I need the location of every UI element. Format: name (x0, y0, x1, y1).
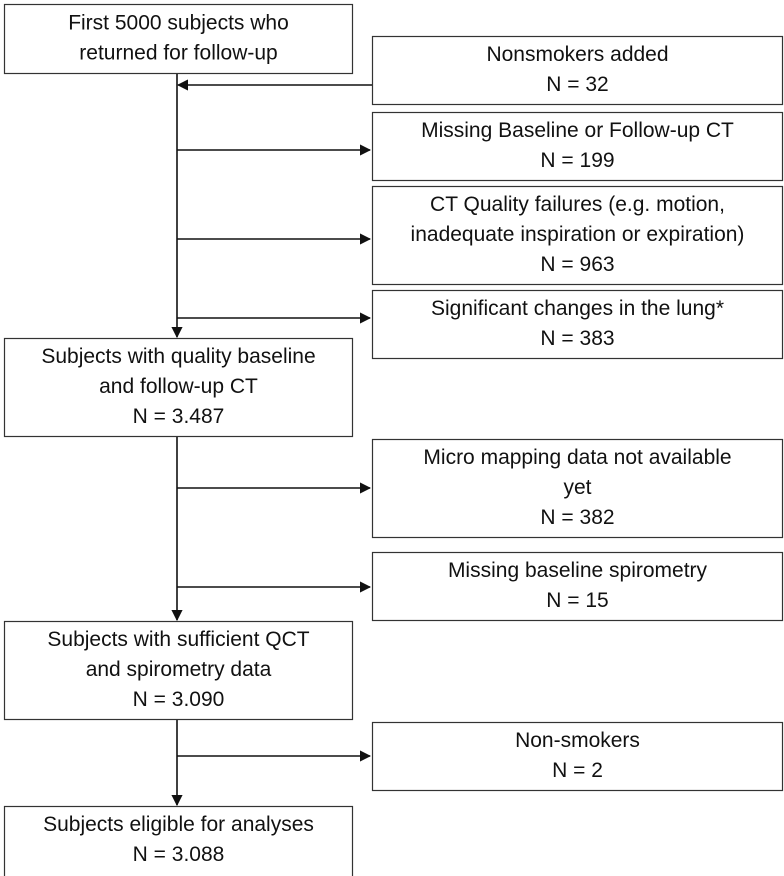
box-border (371, 438, 784, 539)
box-text: inadequate inspiration or expiration) (411, 223, 745, 246)
box-border (371, 111, 784, 182)
flow-box: Subjects eligible for analyses N = 3.088 (3, 805, 354, 876)
box-text: and spirometry data (86, 658, 272, 681)
flow-box: Subjects with sufficient QCT and spiromet… (3, 620, 354, 721)
box-text: Missing baseline spirometry (448, 559, 708, 582)
box-text: and follow-up CT (99, 375, 258, 398)
box-text: N = 382 (540, 506, 614, 529)
box-border (3, 337, 354, 438)
flow-box: Missing Baseline or Follow-up CT N = 199 (371, 111, 784, 182)
box-text: Nonsmokers added (486, 43, 668, 66)
box-text: N = 383 (540, 327, 614, 350)
box-text: N = 32 (546, 73, 608, 96)
box-text: Subjects with quality baseline (41, 345, 315, 368)
box-border (3, 620, 354, 721)
box-text: yet (563, 476, 591, 499)
box-text: N = 199 (540, 149, 614, 172)
box-text: CT Quality failures (e.g. motion, (430, 193, 725, 216)
box-text: returned for follow-up (79, 42, 277, 65)
flow-box: First 5000 subjects who returned for foll… (3, 3, 354, 75)
flow-box: Micro mapping data not available yet N = 3… (371, 438, 784, 539)
box-text: Non-smokers (515, 729, 640, 752)
box-text: Subjects eligible for analyses (43, 813, 314, 836)
box-text: First 5000 subjects who (68, 12, 289, 35)
box-text: N = 3.487 (133, 405, 225, 428)
box-border (371, 185, 784, 286)
box-border (3, 805, 354, 876)
flow-box: Non-smokers N = 2 (371, 721, 784, 792)
box-text: Micro mapping data not available (423, 446, 731, 469)
box-text: N = 15 (546, 589, 608, 612)
flow-box: Missing baseline spirometry N = 15 (371, 551, 784, 622)
box-text: Missing Baseline or Follow-up CT (421, 119, 734, 142)
box-text: N = 3.088 (133, 843, 225, 866)
connectors (171, 73, 372, 807)
box-border (371, 551, 784, 622)
box-border (3, 3, 354, 75)
box-border (371, 35, 784, 106)
flow-box: Nonsmokers added N = 32 (371, 35, 784, 106)
box-border (371, 721, 784, 792)
flow-box: CT Quality failures (e.g. motion, inadequ… (371, 185, 784, 286)
box-border (371, 289, 784, 360)
box-text: N = 3.090 (133, 688, 225, 711)
box-text: N = 963 (540, 253, 614, 276)
box-text: N = 2 (552, 759, 603, 782)
box-text: Subjects with sufficient QCT (47, 628, 309, 651)
flow-box: Subjects with quality baseline and follow… (3, 337, 354, 438)
box-text: Significant changes in the lung* (431, 297, 724, 320)
flow-box: Significant changes in the lung* N = 383 (371, 289, 784, 360)
